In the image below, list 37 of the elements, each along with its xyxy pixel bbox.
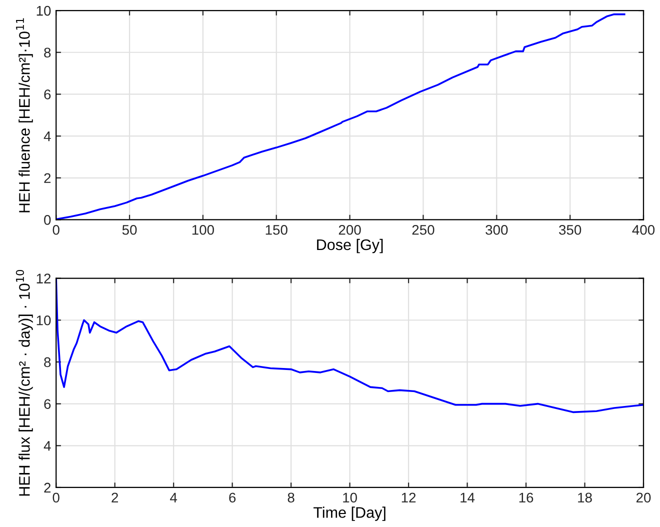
- x-tick-label: 200: [338, 224, 361, 235]
- x-tick-label: 100: [192, 224, 214, 235]
- x-tick-label: 20: [636, 492, 651, 503]
- y-tick-label: 8: [44, 48, 51, 58]
- y-tick-label: 0: [44, 215, 51, 225]
- x-tick-label: 14: [460, 492, 475, 502]
- x-tick-label: 0: [52, 224, 60, 235]
- x-tick-label: 250: [412, 224, 434, 235]
- y-tick-label: 10: [36, 6, 51, 16]
- x-tick-label: 350: [559, 224, 582, 235]
- x-tick-label: 6: [229, 492, 236, 503]
- x-tick-label: 300: [486, 224, 508, 235]
- x-tick-label: 150: [266, 224, 288, 235]
- x-tick-label: 4: [170, 492, 178, 502]
- y-tick-label: 4: [44, 132, 51, 142]
- y-tick-label: 6: [44, 90, 51, 100]
- y-tick-label: 2: [44, 482, 51, 493]
- x-tick-label: 12: [402, 492, 416, 502]
- y-axis-title: HEH fluence [HEH/cm²]·10$^{11}$: [16, 18, 33, 212]
- y-tick-label: 4: [44, 441, 51, 451]
- x-tick-label: 2: [112, 492, 118, 502]
- x-tick-label: 50: [122, 224, 137, 235]
- x-tick-label: 8: [288, 492, 294, 503]
- x-axis-title: Time [Day]: [314, 506, 386, 521]
- x-tick-label: 10: [343, 492, 357, 503]
- x-tick-label: 16: [519, 492, 534, 503]
- x-tick-label: 0: [52, 492, 60, 503]
- line-series: [56, 13, 626, 220]
- x-tick-label: 18: [578, 492, 592, 503]
- x-tick-label: 400: [632, 224, 655, 235]
- x-axis-title: Dose [Gy]: [317, 238, 383, 254]
- y-tick-label: 6: [44, 399, 51, 409]
- y-axis-title: HEH flux [HEH/(cm² · day)] · 10$^{10}$: [16, 270, 33, 496]
- y-tick-label: 2: [44, 173, 51, 183]
- y-tick-label: 10: [36, 315, 51, 326]
- y-tick-label: 8: [44, 357, 51, 368]
- y-tick-label: 12: [36, 274, 51, 284]
